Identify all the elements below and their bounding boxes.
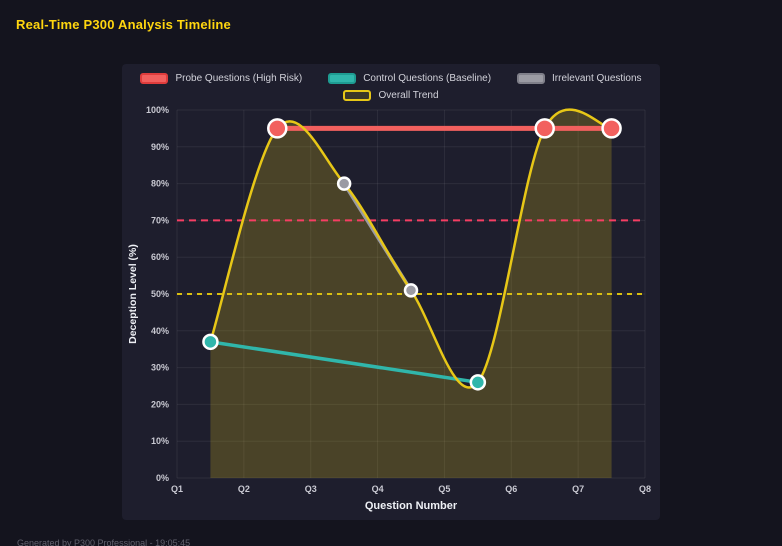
data-point[interactable] <box>336 176 352 191</box>
y-tick-label: 80% <box>151 179 169 189</box>
y-tick-label: 90% <box>151 142 169 152</box>
data-point[interactable] <box>267 118 288 139</box>
y-tick-label: 70% <box>151 215 169 225</box>
footer-text: Generated by P300 Professional - 19:05:4… <box>17 538 191 546</box>
x-tick-label: Q7 <box>572 484 584 494</box>
legend-item[interactable]: Irrelevant Questions <box>517 73 642 84</box>
timeline-chart: 0% 10% 20% 30% 40% 50% 60% 70% 80% 90% 100% Q1 Q2 Q3 Q… <box>127 105 651 512</box>
legend-item-label: Control Questions (Baseline) <box>363 73 492 84</box>
legend-swatch <box>328 73 357 84</box>
x-tick-label: Q4 <box>372 484 384 494</box>
data-point[interactable] <box>469 374 487 391</box>
y-tick-label: 10% <box>151 436 169 446</box>
legend-swatch <box>517 73 546 84</box>
chart-panel: Probe Questions (High Risk) Control Quest… <box>122 64 660 520</box>
data-point[interactable] <box>534 118 555 139</box>
y-tick-label: 30% <box>151 363 169 373</box>
legend-item-label: Overall Trend <box>378 90 439 101</box>
legend-row: Overall Trend <box>343 90 439 101</box>
legend-item[interactable]: Overall Trend <box>343 90 439 101</box>
x-axis-title: Question Number <box>365 500 458 512</box>
y-tick-label: 20% <box>151 399 169 409</box>
y-axis-title: Deception Level (%) <box>127 244 139 344</box>
legend-swatch <box>343 90 372 101</box>
y-tick-label: 100% <box>146 105 169 115</box>
y-tick-label: 0% <box>156 473 169 483</box>
data-point[interactable] <box>202 333 219 351</box>
legend-swatch <box>140 73 169 84</box>
x-tick-label: Q6 <box>505 484 517 494</box>
legend-item-label: Probe Questions (High Risk) <box>175 73 303 84</box>
x-tick-label: Q2 <box>238 484 250 494</box>
y-tick-label: 60% <box>151 252 169 262</box>
legend-item[interactable]: Control Questions (Baseline) <box>328 73 491 84</box>
page-title: Real-Time P300 Analysis Timeline <box>16 17 231 32</box>
legend-row: Probe Questions (High Risk) Control Quest… <box>140 73 642 84</box>
legend-item[interactable]: Probe Questions (High Risk) <box>140 73 302 84</box>
y-tick-label: 50% <box>151 289 169 299</box>
y-tick-label: 40% <box>151 326 169 336</box>
series-line <box>208 340 480 385</box>
x-tick-label: Q1 <box>171 484 183 494</box>
legend-item-label: Irrelevant Questions <box>552 73 642 84</box>
x-tick-label: Q3 <box>305 484 317 494</box>
data-point[interactable] <box>403 283 419 298</box>
data-point[interactable] <box>601 118 622 139</box>
legend: Probe Questions (High Risk) Control Quest… <box>122 73 660 101</box>
x-tick-label: Q5 <box>438 484 450 494</box>
x-tick-label: Q8 <box>639 484 651 494</box>
